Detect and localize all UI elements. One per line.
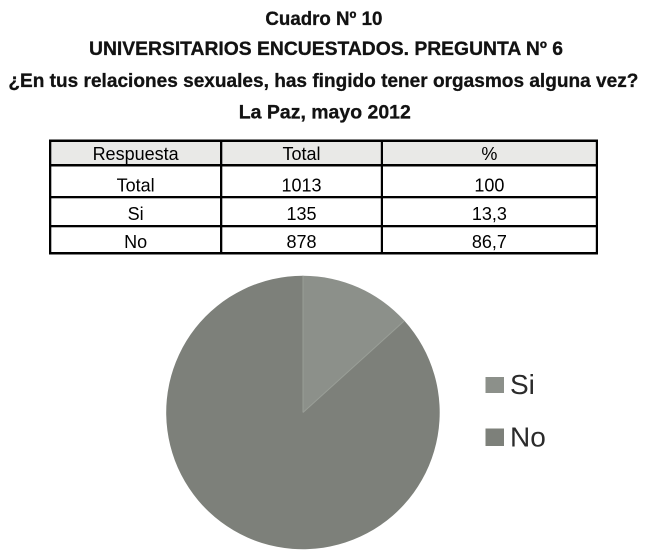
svg-text:%: %	[481, 144, 497, 164]
svg-text:135: 135	[286, 204, 316, 224]
svg-text:100: 100	[474, 176, 504, 196]
svg-text:1013: 1013	[281, 176, 321, 196]
svg-text:UNIVERSITARIOS ENCUESTADOS. PR: UNIVERSITARIOS ENCUESTADOS. PREGUNTA Nº …	[89, 38, 563, 60]
svg-text:Total: Total	[282, 144, 320, 164]
svg-text:No: No	[510, 422, 546, 453]
svg-text:13,3: 13,3	[472, 204, 507, 224]
svg-text:Cuadro Nº 10: Cuadro Nº 10	[265, 8, 382, 30]
svg-text:Si: Si	[128, 204, 144, 224]
svg-text:878: 878	[286, 232, 316, 252]
svg-text:Respuesta: Respuesta	[93, 144, 180, 164]
svg-text:86,7: 86,7	[472, 232, 507, 252]
svg-text:Si: Si	[510, 369, 535, 400]
svg-text:No: No	[124, 232, 147, 252]
svg-text:La Paz, mayo 2012: La Paz, mayo 2012	[239, 102, 411, 124]
svg-text:Total: Total	[117, 176, 155, 196]
svg-text:¿En tus relaciones sexuales, h: ¿En tus relaciones sexuales, has fingido…	[8, 70, 638, 92]
